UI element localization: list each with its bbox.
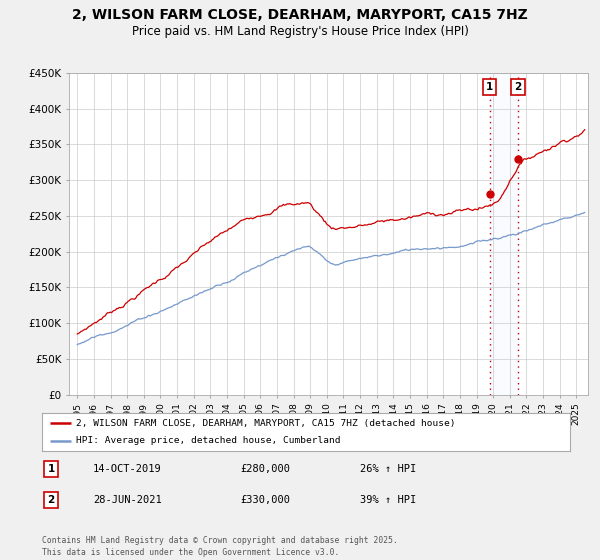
Bar: [490, 73, 518, 395]
Text: 28-JUN-2021: 28-JUN-2021: [93, 495, 162, 505]
Text: 14-OCT-2019: 14-OCT-2019: [93, 464, 162, 474]
Text: Price paid vs. HM Land Registry's House Price Index (HPI): Price paid vs. HM Land Registry's House …: [131, 25, 469, 38]
Text: Contains HM Land Registry data © Crown copyright and database right 2025.
This d: Contains HM Land Registry data © Crown c…: [42, 536, 398, 557]
Text: 26% ↑ HPI: 26% ↑ HPI: [360, 464, 416, 474]
Text: £280,000: £280,000: [240, 464, 290, 474]
Text: 2, WILSON FARM CLOSE, DEARHAM, MARYPORT, CA15 7HZ: 2, WILSON FARM CLOSE, DEARHAM, MARYPORT,…: [72, 8, 528, 22]
Text: 1: 1: [47, 464, 55, 474]
Text: 2: 2: [47, 495, 55, 505]
Text: HPI: Average price, detached house, Cumberland: HPI: Average price, detached house, Cumb…: [76, 436, 341, 445]
Text: 2, WILSON FARM CLOSE, DEARHAM, MARYPORT, CA15 7HZ (detached house): 2, WILSON FARM CLOSE, DEARHAM, MARYPORT,…: [76, 418, 456, 427]
Text: 2: 2: [514, 82, 521, 92]
Text: 39% ↑ HPI: 39% ↑ HPI: [360, 495, 416, 505]
Text: 1: 1: [486, 82, 493, 92]
Text: £330,000: £330,000: [240, 495, 290, 505]
